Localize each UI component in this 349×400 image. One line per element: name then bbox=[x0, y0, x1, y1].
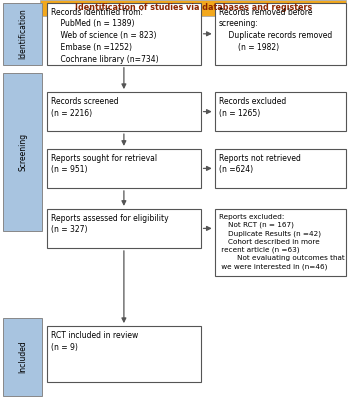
Text: Reports sought for retrieval
(n = 951): Reports sought for retrieval (n = 951) bbox=[51, 154, 157, 174]
Bar bbox=[215, 149, 346, 188]
Text: Screening: Screening bbox=[18, 133, 27, 171]
Text: Reports not retrieved
(n =624): Reports not retrieved (n =624) bbox=[219, 154, 301, 174]
Bar bbox=[215, 92, 346, 131]
Text: Included: Included bbox=[18, 341, 27, 373]
Bar bbox=[40, 0, 346, 16]
Text: Records identified from:
    PubMed (n = 1389)
    Web of science (n = 823)
    : Records identified from: PubMed (n = 138… bbox=[51, 8, 159, 64]
Text: Reports excluded:
    Not RCT (n = 167)
    Duplicate Results (n =42)
    Cohort: Reports excluded: Not RCT (n = 167) Dupl… bbox=[219, 214, 344, 270]
Text: Records excluded
(n = 1265): Records excluded (n = 1265) bbox=[219, 97, 286, 118]
Bar bbox=[3, 3, 42, 65]
Bar bbox=[3, 73, 42, 231]
Bar bbox=[47, 209, 201, 248]
Bar bbox=[47, 92, 201, 131]
Bar bbox=[215, 3, 346, 65]
Bar bbox=[215, 209, 346, 276]
Bar bbox=[3, 318, 42, 396]
Bar bbox=[47, 149, 201, 188]
Text: Records removed before
screening:
    Duplicate records removed
        (n = 198: Records removed before screening: Duplic… bbox=[219, 8, 332, 52]
Text: RCT included in review
(n = 9): RCT included in review (n = 9) bbox=[51, 331, 139, 352]
Text: Identification: Identification bbox=[18, 8, 27, 59]
Bar bbox=[47, 326, 201, 382]
Text: Records screened
(n = 2216): Records screened (n = 2216) bbox=[51, 97, 119, 118]
Text: Identification of studies via databases and registers: Identification of studies via databases … bbox=[75, 4, 312, 12]
Text: Reports assessed for eligibility
(n = 327): Reports assessed for eligibility (n = 32… bbox=[51, 214, 169, 234]
Bar bbox=[47, 3, 201, 65]
